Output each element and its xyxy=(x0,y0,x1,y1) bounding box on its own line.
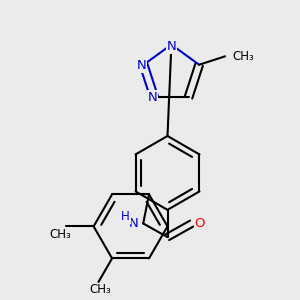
Text: CH₃: CH₃ xyxy=(50,228,71,241)
Text: N: N xyxy=(147,91,157,104)
Text: CH₃: CH₃ xyxy=(89,283,111,296)
Text: CH₃: CH₃ xyxy=(233,50,254,63)
Text: N: N xyxy=(167,40,176,53)
Text: O: O xyxy=(194,217,205,230)
Text: N: N xyxy=(137,59,147,72)
Text: H: H xyxy=(121,210,130,223)
Text: N: N xyxy=(129,217,138,230)
